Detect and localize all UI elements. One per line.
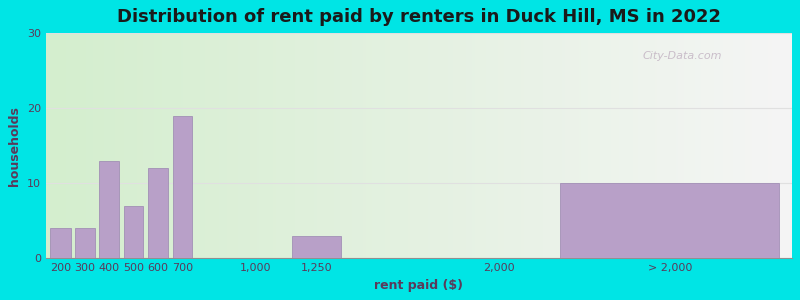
- Bar: [173, 116, 192, 258]
- Bar: [50, 228, 71, 258]
- X-axis label: rent paid ($): rent paid ($): [374, 279, 463, 292]
- Bar: [148, 168, 168, 258]
- Bar: [560, 183, 779, 258]
- Bar: [75, 228, 94, 258]
- Title: Distribution of rent paid by renters in Duck Hill, MS in 2022: Distribution of rent paid by renters in …: [117, 8, 721, 26]
- Y-axis label: households: households: [8, 106, 22, 186]
- Bar: [292, 236, 341, 258]
- Text: City-Data.com: City-Data.com: [642, 51, 722, 62]
- Bar: [124, 206, 143, 258]
- Bar: [99, 161, 119, 258]
